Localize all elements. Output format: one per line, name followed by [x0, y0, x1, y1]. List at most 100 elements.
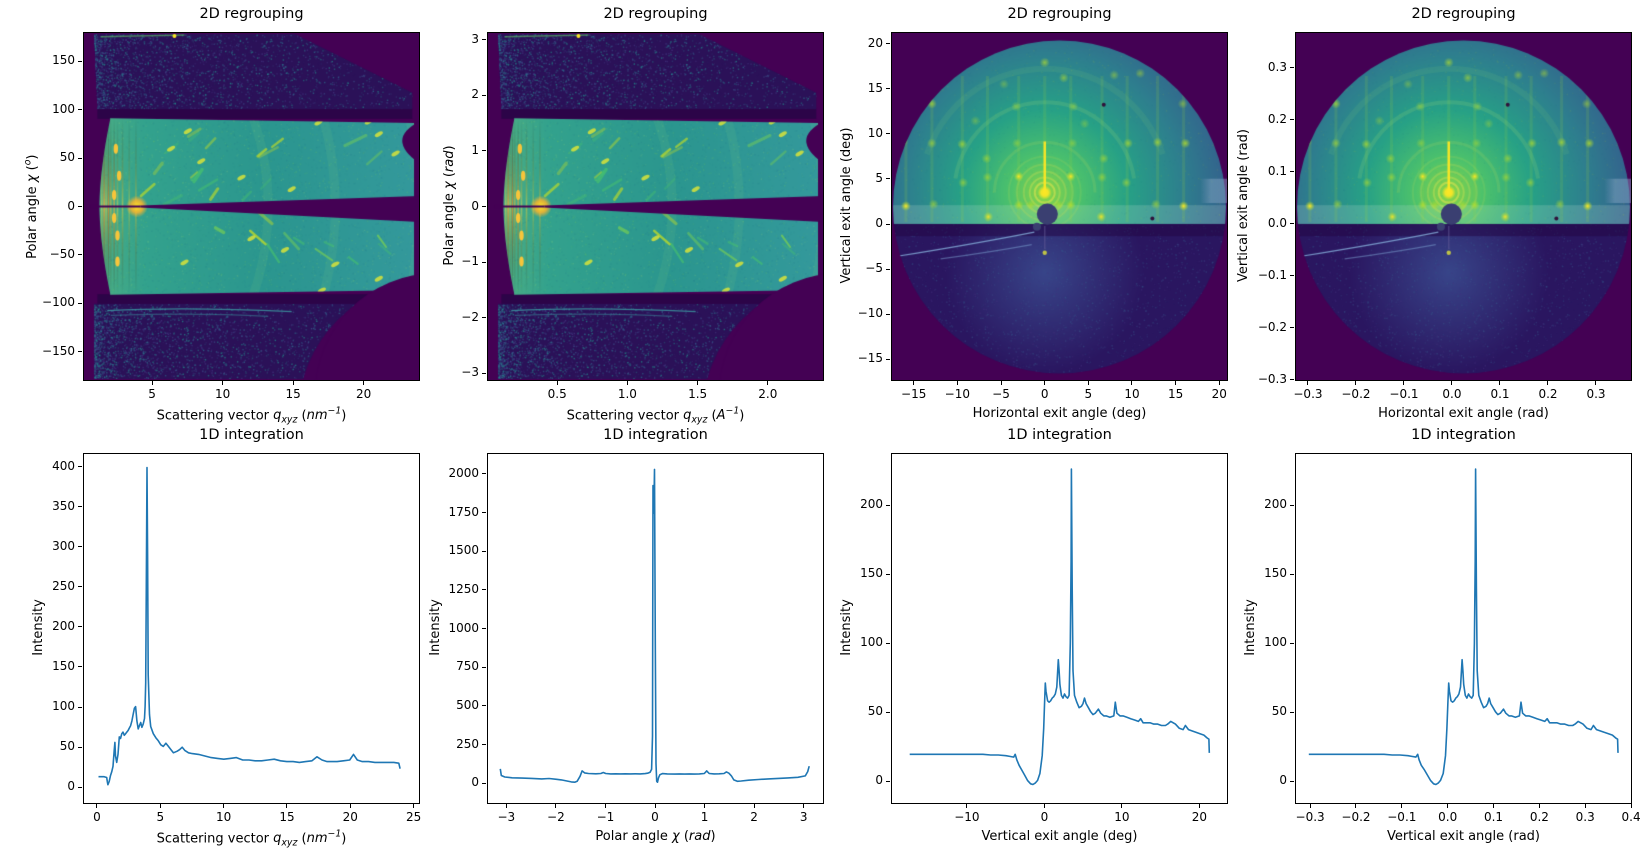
y-tick-mark	[1290, 171, 1294, 173]
y-tick-mark	[78, 206, 82, 207]
x-tick-label: 1	[700, 810, 709, 824]
y-tick-label: 1750	[448, 504, 479, 519]
subplot-title: 2D regrouping	[199, 6, 304, 22]
y-tick-mark	[78, 109, 82, 111]
y-tick-mark	[886, 504, 890, 506]
y-axis-label: Vertical exit angle (deg)	[839, 127, 855, 283]
y-tick-mark	[1290, 642, 1294, 644]
y-tick-mark	[886, 88, 890, 90]
y-tick-mark	[482, 666, 486, 668]
y-tick-mark	[78, 466, 82, 468]
x-axis-label: Polar angle χ (rad)	[595, 829, 716, 844]
x-tick-label: 0	[1040, 810, 1049, 824]
x-tick-mark	[1355, 381, 1357, 385]
y-tick-mark	[482, 512, 486, 514]
y-tick-mark	[482, 206, 486, 207]
y-tick-mark	[78, 706, 82, 708]
x-tick-label: 5	[148, 387, 156, 401]
y-tick-mark	[886, 358, 890, 360]
x-tick-label: −3	[497, 810, 516, 824]
x-tick-label: 0.5	[547, 387, 567, 401]
x-tick-mark	[1538, 804, 1540, 808]
y-tick-mark	[482, 744, 486, 746]
x-axis-label: Horizontal exit angle (deg)	[972, 406, 1147, 421]
y-tick-mark	[1290, 711, 1294, 713]
integration-1d-vertical-exit-rad-curve	[1308, 468, 1619, 786]
x-tick-label: 10	[214, 387, 231, 401]
x-tick-mark	[697, 381, 699, 385]
x-tick-label: 20	[1191, 810, 1207, 824]
x-tick-mark	[1043, 804, 1045, 808]
x-tick-label: 5	[1084, 387, 1093, 401]
y-tick-label: 3	[471, 31, 479, 46]
y-tick-label: 0	[67, 198, 75, 213]
y-tick-label: −15	[857, 351, 883, 366]
x-axis-label: Vertical exit angle (rad)	[1386, 829, 1540, 844]
y-tick-label: 2	[471, 87, 479, 102]
x-tick-mark	[654, 804, 656, 808]
x-tick-mark	[1309, 804, 1311, 808]
x-tick-mark	[349, 804, 351, 808]
y-tick-label: 20	[867, 35, 883, 50]
y-axis-label: Intensity	[1243, 598, 1259, 656]
x-tick-mark	[1087, 381, 1089, 385]
y-tick-label: 0.1	[1267, 163, 1287, 178]
x-tick-label: 0.2	[1538, 387, 1558, 401]
x-tick-label: −10	[944, 387, 970, 401]
x-tick-label: 3	[799, 810, 808, 824]
x-axis-label: Horizontal exit angle (rad)	[1378, 406, 1549, 421]
y-tick-mark	[886, 43, 890, 45]
y-tick-mark	[78, 302, 82, 304]
y-tick-label: −3	[461, 365, 479, 380]
x-tick-mark	[1131, 381, 1133, 385]
x-tick-label: 20	[342, 810, 358, 824]
x-tick-label: 0	[651, 810, 659, 824]
y-tick-mark	[886, 178, 890, 180]
y-tick-label: 350	[52, 498, 75, 513]
y-tick-mark	[1290, 379, 1294, 381]
subplot-title: 1D integration	[603, 427, 708, 443]
y-tick-mark	[78, 666, 82, 668]
y-tick-label: 100	[860, 635, 883, 650]
y-tick-label: 0	[875, 773, 883, 788]
regrouping-2d-q-nm-vs-chi-deg-image	[84, 33, 419, 380]
y-axis-label: Polar angle χ (o)	[23, 154, 41, 259]
y-tick-label: 150	[52, 53, 75, 68]
y-tick-mark	[78, 546, 82, 548]
x-tick-mark	[1451, 381, 1453, 385]
y-tick-label: 250	[52, 578, 75, 593]
y-tick-label: 0	[471, 198, 479, 213]
x-tick-label: 0.1	[1490, 387, 1510, 401]
y-tick-label: 100	[52, 101, 75, 116]
x-tick-mark	[1401, 804, 1403, 808]
y-tick-label: 0.2	[1267, 111, 1287, 126]
y-tick-label: 0	[1279, 773, 1287, 788]
integration-1d-chi-rad-plot-area	[487, 453, 824, 804]
x-tick-label: 0.1	[1483, 810, 1504, 824]
x-tick-mark	[1493, 804, 1495, 808]
x-tick-mark	[753, 804, 755, 808]
x-tick-label: −0.2	[1341, 387, 1371, 401]
x-tick-label: −5	[992, 387, 1010, 401]
y-tick-mark	[482, 39, 486, 41]
y-tick-label: −150	[42, 343, 75, 358]
x-tick-label: −2	[547, 810, 565, 824]
y-tick-label: −2	[461, 309, 479, 324]
integration-1d-chi-rad-curve	[499, 468, 810, 783]
x-tick-mark	[1595, 381, 1597, 385]
subplot-title: 2D regrouping	[1411, 6, 1516, 22]
x-tick-label: 5	[156, 810, 165, 824]
y-tick-mark	[78, 254, 82, 256]
x-axis-label: Scattering vector qxyz (nm−1)	[156, 406, 347, 426]
y-tick-mark	[78, 786, 82, 788]
y-axis-label: Intensity	[839, 598, 855, 656]
y-tick-mark	[886, 642, 890, 644]
y-tick-label: 150	[860, 566, 883, 581]
y-tick-mark	[1290, 275, 1294, 277]
y-axis-label: Intensity	[31, 598, 47, 656]
y-tick-label: 400	[52, 458, 75, 473]
y-tick-label: 50	[1271, 704, 1287, 719]
x-tick-mark	[555, 804, 557, 808]
integration-1d-vertical-exit-rad-plot-area	[1295, 453, 1632, 804]
